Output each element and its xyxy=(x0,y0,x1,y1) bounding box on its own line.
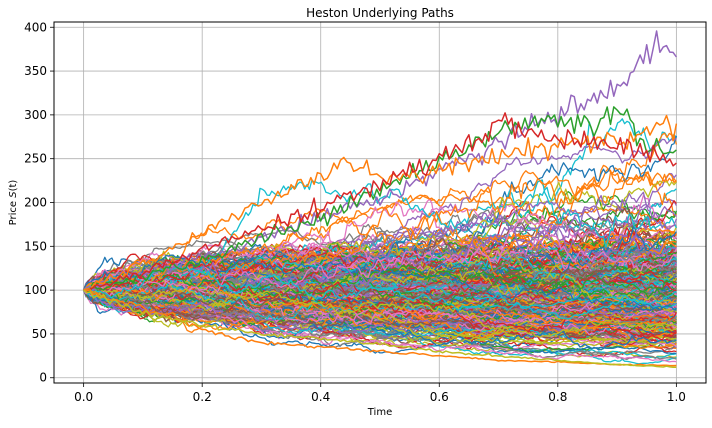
y-tick-label: 100 xyxy=(24,283,47,297)
highlighted-price-path xyxy=(83,114,678,291)
x-tick-label: 0.6 xyxy=(430,390,449,404)
price-path xyxy=(83,268,677,313)
price-path xyxy=(83,256,677,303)
y-tick-label: 400 xyxy=(24,20,47,34)
highlighted-price-path xyxy=(83,106,677,293)
highlighted-price-path xyxy=(83,30,678,291)
y-tick-label: 300 xyxy=(24,108,47,122)
x-tick-label: 0.4 xyxy=(311,390,330,404)
x-axis-label: Time xyxy=(367,407,392,418)
price-path xyxy=(83,260,677,310)
x-tick-label: 0.2 xyxy=(193,390,212,404)
y-axis-label-symbol: S xyxy=(8,191,19,198)
price-path xyxy=(83,171,677,295)
price-path xyxy=(83,206,677,317)
x-tick-label: 1.0 xyxy=(667,390,686,404)
y-tick-label: 150 xyxy=(24,239,47,253)
paths-layer xyxy=(82,118,678,365)
x-tick-label: 0.0 xyxy=(74,390,93,404)
x-axis-ticks: 0.0 0.2 0.4 0.6 0.8 1.0 xyxy=(74,383,686,404)
y-axis-label-arg: (t) xyxy=(8,180,19,192)
price-path xyxy=(83,271,677,311)
price-path xyxy=(83,286,677,338)
price-path xyxy=(83,262,677,306)
y-axis-label: Price S(t) xyxy=(8,180,19,226)
y-tick-label: 350 xyxy=(24,64,47,78)
y-tick-label: 200 xyxy=(24,196,47,210)
highlight-layer xyxy=(83,30,678,369)
price-path xyxy=(83,263,677,320)
highlighted-price-path xyxy=(83,289,677,367)
y-tick-label: 0 xyxy=(39,371,47,385)
price-path xyxy=(83,289,677,329)
highlighted-price-path xyxy=(83,112,677,293)
chart-title: Heston Underlying Paths xyxy=(306,6,454,20)
price-path xyxy=(83,285,677,360)
highlighted-price-path xyxy=(83,289,677,369)
price-path xyxy=(83,276,677,351)
y-tick-label: 250 xyxy=(24,152,47,166)
price-path xyxy=(83,216,677,296)
x-tick-label: 0.8 xyxy=(548,390,567,404)
y-tick-label: 50 xyxy=(32,327,47,341)
y-axis-ticks: 0 50 100 150 200 250 300 350 400 xyxy=(24,20,54,385)
price-path xyxy=(83,289,677,324)
price-path xyxy=(83,260,677,297)
price-path xyxy=(83,215,677,291)
price-path xyxy=(83,250,677,299)
y-axis-label-prefix: Price xyxy=(8,198,19,226)
